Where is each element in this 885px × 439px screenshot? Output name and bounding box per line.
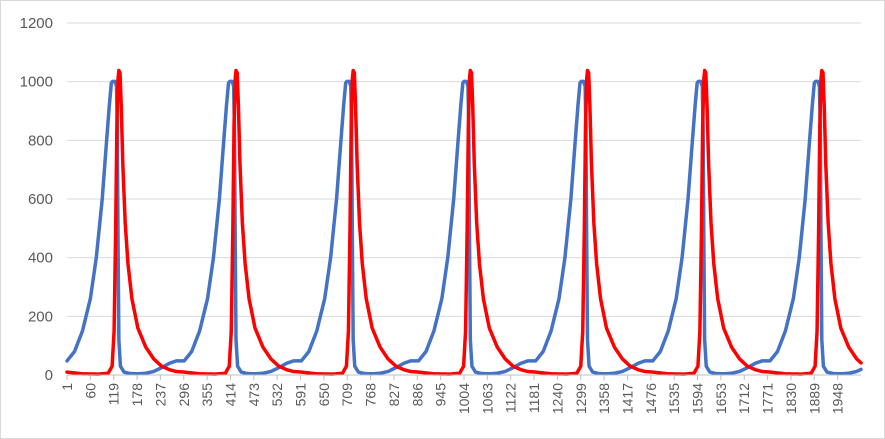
x-tick-label: 60 <box>82 383 98 399</box>
y-axis-labels: 0 200 400 600 800 1000 1200 <box>20 15 53 384</box>
x-tick-label: 119 <box>106 383 122 406</box>
x-tick-label: 709 <box>339 383 355 407</box>
x-tick-label: 591 <box>293 383 309 407</box>
x-tick-label: 237 <box>152 383 168 407</box>
x-tick-label: 414 <box>222 383 238 407</box>
x-tick-label: 532 <box>269 383 285 407</box>
x-tick-label: 1063 <box>479 383 495 414</box>
x-tick-label: 1 <box>59 383 75 391</box>
series-line-2 <box>65 68 863 376</box>
y-tick-label: 0 <box>45 367 53 384</box>
series-line-1 <box>65 79 863 376</box>
x-tick-label: 178 <box>129 383 145 407</box>
x-tick-label: 945 <box>433 383 449 407</box>
x-tick-label: 1830 <box>783 383 799 414</box>
x-axis: 1 60 119 178 237 296 355 414 473 532 591 650 709 768 8… <box>59 374 861 414</box>
y-tick-label: 400 <box>28 250 53 267</box>
x-tick-label: 886 <box>409 383 425 407</box>
x-tick-label: 1948 <box>830 383 846 414</box>
x-tick-label: 650 <box>316 383 332 407</box>
x-tick-label: 1476 <box>643 383 659 414</box>
y-tick-label: 600 <box>28 191 53 208</box>
x-tick-label: 1889 <box>806 383 822 414</box>
x-tick-label: 1240 <box>549 383 565 414</box>
x-tick-label: 1535 <box>666 383 682 414</box>
x-tick-label: 296 <box>176 383 192 407</box>
series-lines <box>65 68 863 376</box>
x-tick-label: 768 <box>363 383 379 407</box>
y-tick-label: 1200 <box>20 15 53 32</box>
x-tick-label: 1004 <box>456 383 472 414</box>
y-tick-label: 800 <box>28 132 53 149</box>
x-tick-label: 1417 <box>619 383 635 414</box>
x-tick-label: 1771 <box>760 383 776 414</box>
x-tick-label: 1653 <box>713 383 729 414</box>
x-tick-label: 1712 <box>736 383 752 414</box>
gridlines <box>67 22 861 317</box>
x-tick-label: 827 <box>386 383 402 407</box>
x-tick-label: 355 <box>199 383 215 407</box>
x-tick-label: 473 <box>246 383 262 407</box>
y-tick-label: 200 <box>28 308 53 325</box>
x-tick-label: 1594 <box>690 383 706 414</box>
y-tick-label: 1000 <box>20 74 53 91</box>
x-tick-label: 1181 <box>526 383 542 413</box>
x-tick-label: 1299 <box>573 383 589 414</box>
x-tick-label: 1358 <box>596 383 612 414</box>
x-tick-label: 1122 <box>503 383 519 413</box>
